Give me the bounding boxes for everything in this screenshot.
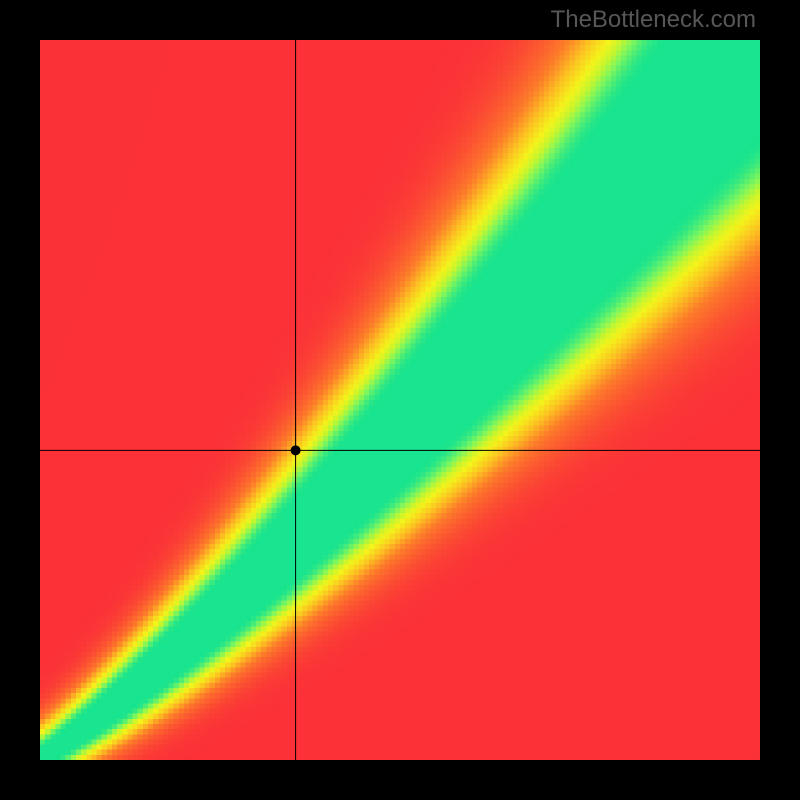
chart-container: TheBottleneck.com (0, 0, 800, 800)
watermark-text: TheBottleneck.com (551, 6, 756, 34)
bottleneck-heatmap (40, 40, 760, 760)
